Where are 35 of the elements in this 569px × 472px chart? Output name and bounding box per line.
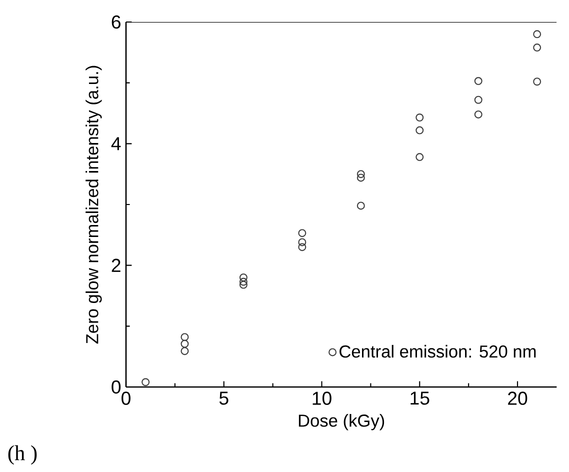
x-tick-label: 20	[508, 392, 528, 405]
point	[142, 378, 150, 386]
point	[298, 229, 306, 238]
point	[180, 340, 189, 348]
text: (h )	[8, 445, 37, 465]
x-tick-label: 0	[122, 392, 130, 405]
point	[239, 280, 248, 289]
x-tick-label: 15	[410, 392, 430, 405]
point	[416, 153, 424, 162]
point	[298, 243, 306, 252]
y-tick-label: 0	[112, 380, 121, 394]
y-axis-title: Zero glow normalized intensity (a.u.)	[86, 66, 102, 344]
point	[356, 174, 365, 182]
y-tick-label: 4	[111, 137, 121, 150]
point	[180, 333, 189, 342]
point	[298, 238, 306, 246]
point	[239, 273, 248, 282]
y-tick-label: 2	[112, 258, 120, 272]
x-tick-label: 5	[219, 392, 228, 405]
point	[180, 347, 189, 356]
point	[474, 110, 482, 118]
point	[239, 278, 248, 286]
x-tick-label: 10	[312, 392, 332, 405]
point	[474, 96, 482, 104]
point	[533, 44, 542, 52]
point	[416, 126, 424, 134]
point	[356, 170, 365, 178]
point	[533, 30, 542, 38]
point	[474, 77, 482, 86]
point	[533, 78, 542, 86]
x-axis-title: Dose (kGy)	[298, 414, 384, 430]
legend-label: Central emission: 520 nm	[340, 344, 536, 358]
y-tick-label: 6	[112, 15, 120, 29]
point	[356, 202, 365, 210]
point	[416, 114, 424, 122]
